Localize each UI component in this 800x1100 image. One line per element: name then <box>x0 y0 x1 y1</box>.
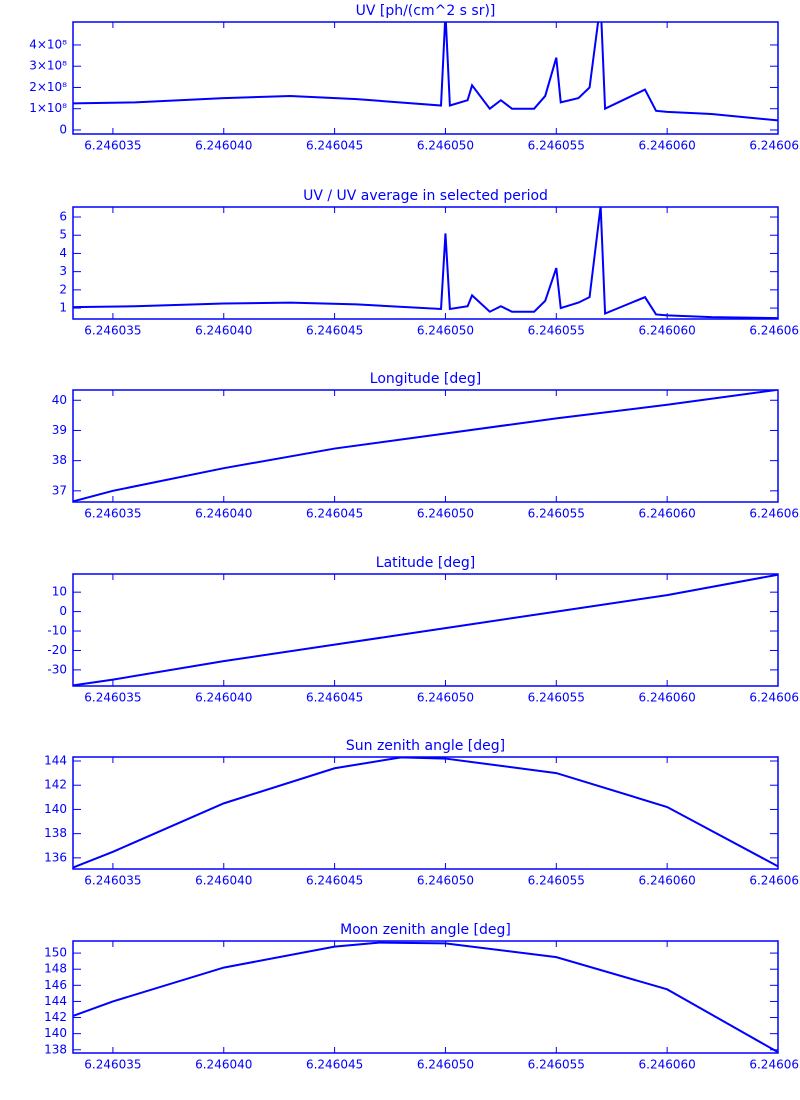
x-tick-label: 6.246045 <box>306 874 363 888</box>
x-tick-label: 6.246060 <box>639 691 696 705</box>
chart-title: UV / UV average in selected period <box>303 188 548 204</box>
y-tick-label: 138 <box>44 826 67 840</box>
y-tick-label: 144 <box>44 753 67 767</box>
data-line <box>73 390 778 502</box>
y-tick-label: 4 <box>59 246 67 260</box>
y-tick-label: 3×10⁸ <box>29 59 67 73</box>
x-tick-label: 6.246050 <box>417 139 474 153</box>
x-tick-label: 6.246050 <box>417 1058 474 1072</box>
y-tick-label: 138 <box>44 1042 67 1056</box>
x-tick-label: 6.246060 <box>639 1058 696 1072</box>
x-tick-label: 6.246035 <box>84 691 141 705</box>
x-tick-label: 6.246045 <box>306 691 363 705</box>
x-tick-label: 6.246040 <box>195 1058 252 1072</box>
y-tick-label: 2 <box>59 282 67 296</box>
y-tick-label: 1 <box>59 301 67 315</box>
x-tick-label: 6.246055 <box>528 1058 585 1072</box>
x-tick-label: 6.246055 <box>528 507 585 521</box>
y-tick-label: 5 <box>59 228 67 242</box>
x-tick-label: 6.246035 <box>84 1058 141 1072</box>
y-tick-label: 140 <box>44 802 67 816</box>
x-tick-label: 6.246035 <box>84 874 141 888</box>
data-line <box>73 574 778 686</box>
x-tick-label: 6.246060 <box>639 874 696 888</box>
y-tick-label: 37 <box>52 483 67 497</box>
y-tick-label: 6 <box>59 210 67 224</box>
x-tick-label: 6.246060 <box>639 324 696 338</box>
x-tick-label: 6.246065 <box>749 507 800 521</box>
y-tick-label: -20 <box>47 643 67 657</box>
x-tick-label: 6.246060 <box>639 507 696 521</box>
x-tick-label: 6.246055 <box>528 874 585 888</box>
y-tick-label: 144 <box>44 994 67 1008</box>
x-tick-label: 6.246050 <box>417 691 474 705</box>
data-line <box>73 941 778 1053</box>
x-tick-label: 6.246035 <box>84 324 141 338</box>
x-tick-label: 6.246065 <box>749 874 800 888</box>
x-tick-label: 6.246040 <box>195 139 252 153</box>
y-tick-label: 0 <box>59 122 67 136</box>
plot-frame <box>72 756 779 870</box>
x-tick-label: 6.246045 <box>306 139 363 153</box>
x-tick-label: 6.246065 <box>749 324 800 338</box>
chart-title: Longitude [deg] <box>370 371 481 387</box>
x-tick-label: 6.246055 <box>528 691 585 705</box>
y-tick-label: 1×10⁸ <box>29 101 67 115</box>
x-tick-label: 6.246040 <box>195 691 252 705</box>
x-tick-label: 6.246065 <box>749 1058 800 1072</box>
x-tick-label: 6.246040 <box>195 324 252 338</box>
x-tick-label: 6.246065 <box>749 691 800 705</box>
data-line <box>73 207 778 319</box>
y-tick-label: 38 <box>52 453 67 467</box>
plot-frame <box>72 389 779 503</box>
x-tick-label: 6.246045 <box>306 1058 363 1072</box>
plot-frame <box>72 940 779 1054</box>
y-tick-label: -10 <box>47 624 67 638</box>
chart-title: Sun zenith angle [deg] <box>346 738 505 754</box>
plot-frame <box>72 573 779 687</box>
x-tick-label: 6.246050 <box>417 507 474 521</box>
data-line <box>73 757 778 869</box>
plot-frame <box>72 21 779 135</box>
x-tick-label: 6.246035 <box>84 139 141 153</box>
y-tick-label: 2×10⁸ <box>29 80 67 94</box>
y-tick-label: 148 <box>44 962 67 976</box>
y-tick-label: 4×10⁸ <box>29 37 67 51</box>
y-tick-label: 39 <box>52 423 67 437</box>
x-tick-label: 6.246035 <box>84 507 141 521</box>
plot-frame <box>72 206 779 320</box>
y-tick-label: 0 <box>59 604 67 618</box>
x-tick-label: 6.246065 <box>749 139 800 153</box>
data-line <box>73 22 778 122</box>
y-tick-label: 150 <box>44 946 67 960</box>
chart-title: Moon zenith angle [deg] <box>340 922 511 938</box>
x-tick-label: 6.246040 <box>195 507 252 521</box>
y-tick-label: 142 <box>44 1010 67 1024</box>
x-tick-label: 6.246040 <box>195 874 252 888</box>
x-tick-label: 6.246045 <box>306 324 363 338</box>
x-tick-label: 6.246050 <box>417 874 474 888</box>
y-tick-label: 142 <box>44 778 67 792</box>
y-tick-label: -30 <box>47 662 67 676</box>
x-tick-label: 6.246050 <box>417 324 474 338</box>
x-tick-label: 6.246055 <box>528 324 585 338</box>
y-tick-label: 10 <box>52 585 67 599</box>
chart-title: UV [ph/(cm^2 s sr)] <box>356 3 496 19</box>
chart-title: Latitude [deg] <box>376 555 475 571</box>
y-tick-label: 146 <box>44 978 67 992</box>
x-tick-label: 6.246055 <box>528 139 585 153</box>
y-tick-label: 40 <box>52 393 67 407</box>
y-tick-label: 140 <box>44 1026 67 1040</box>
x-tick-label: 6.246045 <box>306 507 363 521</box>
y-tick-label: 3 <box>59 264 67 278</box>
x-tick-label: 6.246060 <box>639 139 696 153</box>
y-tick-label: 136 <box>44 850 67 864</box>
